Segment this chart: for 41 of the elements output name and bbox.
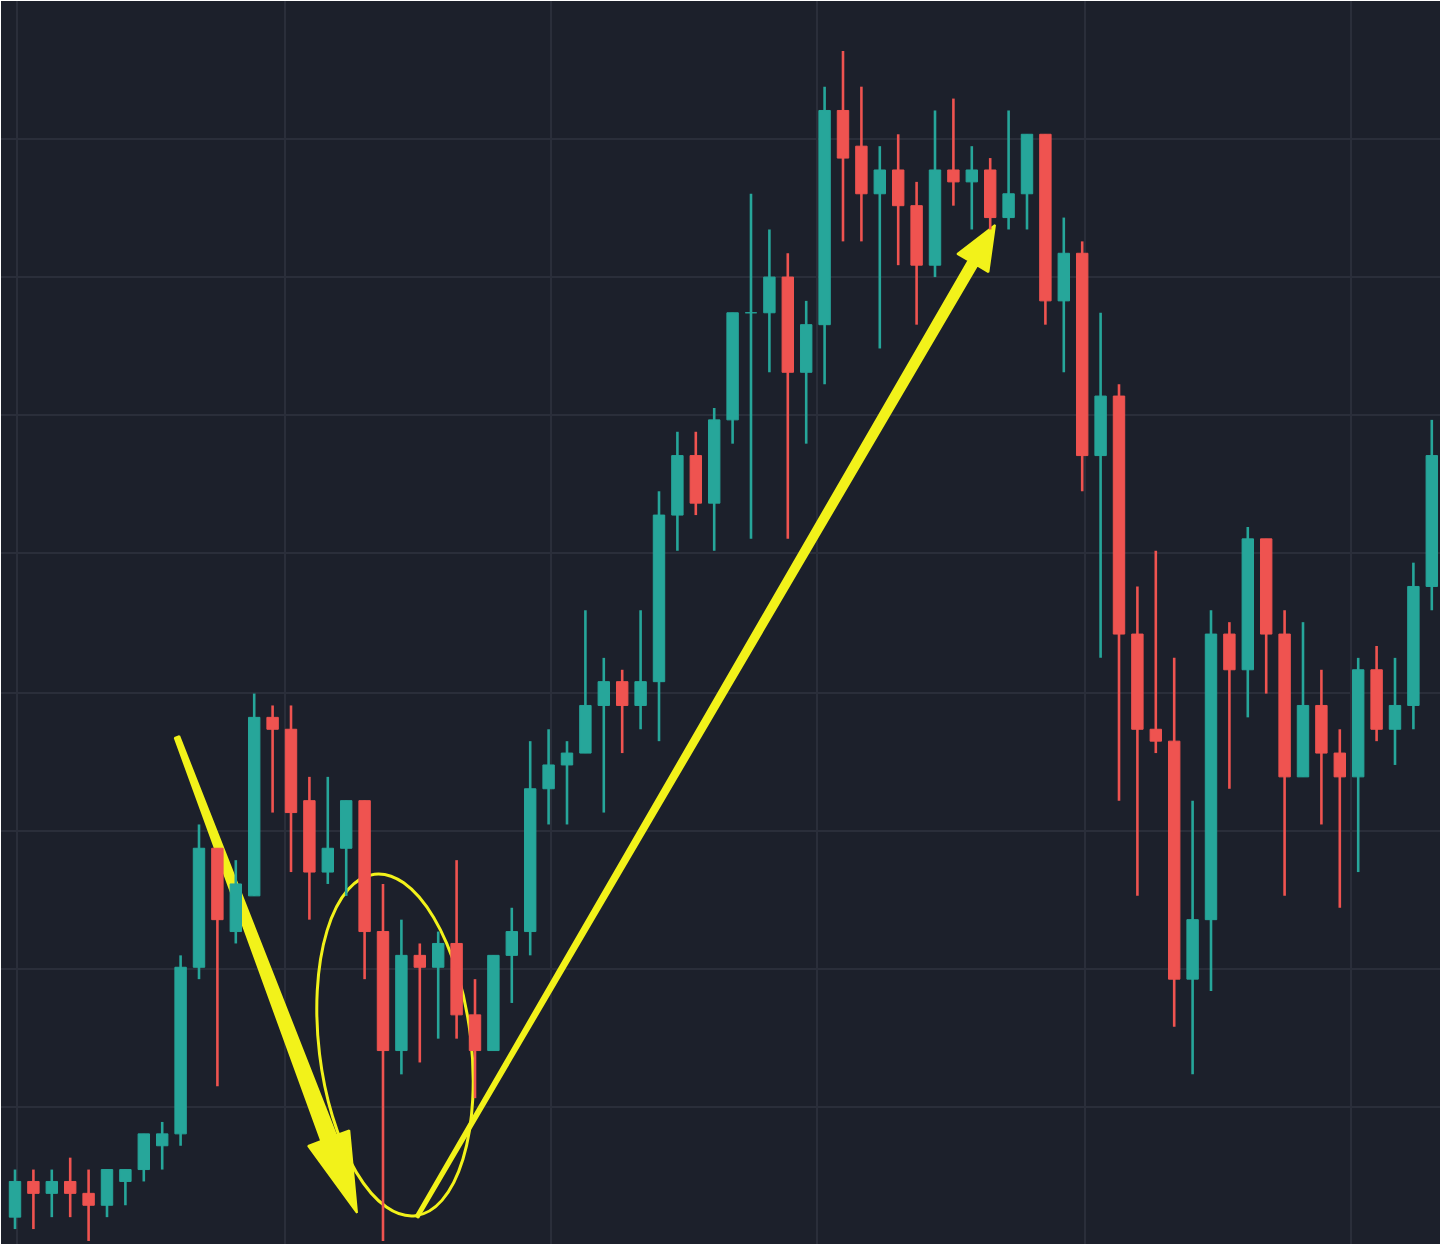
candlestick [984, 156, 997, 231]
candlestick [634, 608, 647, 731]
candlestick [579, 608, 592, 755]
candlestick [947, 97, 960, 207]
candlestick [100, 1168, 114, 1219]
candlestick [8, 1168, 22, 1231]
candlestick [542, 727, 555, 826]
candlestick [64, 1156, 77, 1219]
candlestick [1333, 727, 1346, 910]
candlestick [468, 977, 482, 1100]
candlestick [616, 668, 629, 755]
candlestick [1315, 668, 1328, 826]
candlestick [1388, 656, 1402, 767]
candlestick [855, 85, 868, 243]
candlestick [137, 1132, 150, 1183]
candlestick [27, 1168, 40, 1231]
candlestick [597, 656, 610, 814]
candlestick [340, 799, 353, 898]
candlestick [800, 299, 813, 445]
candlestick [229, 858, 242, 945]
candlestick [836, 49, 850, 243]
candlestick [1223, 620, 1236, 791]
candlestick [156, 1120, 169, 1171]
candlestick [266, 704, 279, 814]
candlestick [560, 739, 574, 826]
candlestick [119, 1168, 132, 1207]
candlestick [413, 942, 426, 1064]
candlestick [689, 430, 702, 517]
candlestick [892, 132, 905, 267]
candlestick [82, 1168, 95, 1243]
candlestick [965, 144, 978, 231]
candlestick [45, 1168, 58, 1219]
candlestick [321, 775, 334, 886]
candlestick [763, 228, 776, 374]
candlestick [1057, 216, 1070, 374]
candlestick [744, 192, 758, 541]
candlestick [432, 930, 445, 1040]
candlestick [1149, 549, 1162, 755]
candlestick [505, 906, 518, 1005]
candlestick [1002, 109, 1015, 231]
candlestick [873, 144, 886, 350]
